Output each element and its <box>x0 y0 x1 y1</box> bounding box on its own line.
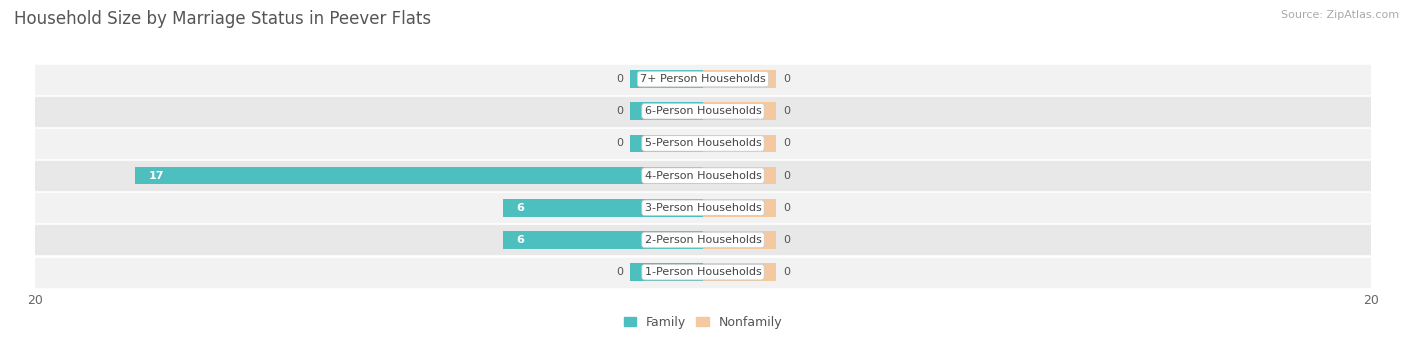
Text: 0: 0 <box>783 106 790 116</box>
Text: 0: 0 <box>783 138 790 148</box>
Text: 6-Person Households: 6-Person Households <box>644 106 762 116</box>
Bar <box>135 167 703 184</box>
Text: 3-Person Households: 3-Person Households <box>644 203 762 213</box>
Bar <box>703 102 776 120</box>
Bar <box>35 161 1371 190</box>
Text: 0: 0 <box>616 74 623 84</box>
Text: 0: 0 <box>616 106 623 116</box>
Text: Source: ZipAtlas.com: Source: ZipAtlas.com <box>1281 10 1399 20</box>
Bar <box>502 231 703 249</box>
Bar <box>630 70 703 88</box>
Text: 0: 0 <box>783 203 790 213</box>
Text: 0: 0 <box>783 74 790 84</box>
Text: 0: 0 <box>616 267 623 277</box>
Text: Household Size by Marriage Status in Peever Flats: Household Size by Marriage Status in Pee… <box>14 10 432 28</box>
Text: 7+ Person Households: 7+ Person Households <box>640 74 766 84</box>
Bar <box>630 102 703 120</box>
Bar <box>502 199 703 217</box>
Text: 17: 17 <box>149 170 165 181</box>
Bar <box>35 193 1371 222</box>
Bar <box>35 258 1371 287</box>
Bar <box>35 97 1371 126</box>
Bar <box>630 135 703 152</box>
Text: 1-Person Households: 1-Person Households <box>644 267 762 277</box>
Bar <box>703 167 776 184</box>
Text: 2-Person Households: 2-Person Households <box>644 235 762 245</box>
Text: 6: 6 <box>516 235 524 245</box>
Bar <box>35 225 1371 254</box>
Bar <box>630 263 703 281</box>
Text: 0: 0 <box>783 170 790 181</box>
Bar <box>703 135 776 152</box>
Bar <box>703 199 776 217</box>
Bar <box>35 64 1371 93</box>
Text: 0: 0 <box>783 235 790 245</box>
Text: 5-Person Households: 5-Person Households <box>644 138 762 148</box>
Legend: Family, Nonfamily: Family, Nonfamily <box>619 311 787 334</box>
Bar <box>703 263 776 281</box>
Bar <box>35 129 1371 158</box>
Text: 0: 0 <box>616 138 623 148</box>
Text: 6: 6 <box>516 203 524 213</box>
Bar <box>703 231 776 249</box>
Text: 0: 0 <box>783 267 790 277</box>
Text: 4-Person Households: 4-Person Households <box>644 170 762 181</box>
Bar <box>703 70 776 88</box>
